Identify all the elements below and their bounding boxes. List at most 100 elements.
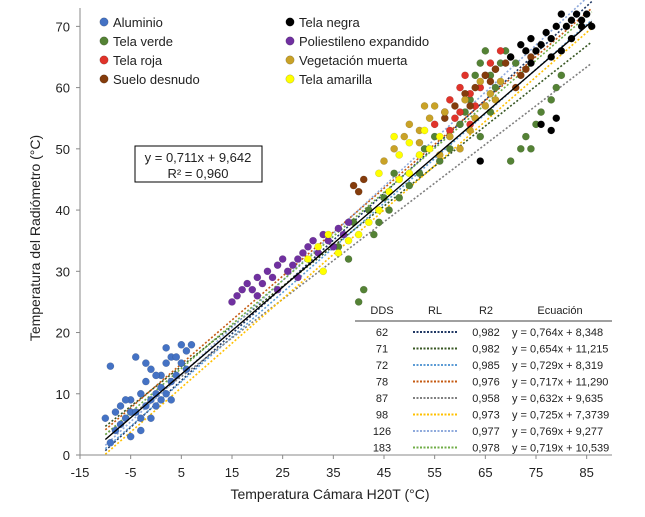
data-point — [142, 402, 150, 410]
data-point — [456, 83, 464, 92]
legend-label: Vegetación muerta — [299, 53, 408, 68]
data-point — [557, 10, 566, 18]
data-point — [152, 371, 160, 380]
legend-marker — [285, 17, 295, 27]
fit-table-r2: 0,985 — [472, 360, 500, 372]
fit-table-dds: 98 — [376, 410, 388, 422]
data-point — [147, 414, 155, 423]
fit-table-r2: 0,982 — [472, 327, 500, 339]
fit-line-dds-183 — [104, 11, 593, 436]
data-point — [486, 77, 495, 86]
data-point — [532, 47, 540, 55]
data-point — [415, 151, 424, 159]
data-point — [101, 414, 110, 423]
data-point — [552, 114, 561, 123]
legend-marker — [285, 55, 295, 65]
fit-table-dds: 71 — [376, 344, 388, 356]
data-point — [162, 389, 170, 398]
data-point — [263, 267, 272, 276]
data-point — [375, 218, 383, 227]
legend-label: Tela roja — [113, 53, 163, 68]
data-point — [517, 71, 525, 80]
data-point — [319, 267, 328, 276]
data-point — [136, 426, 145, 435]
data-point — [522, 132, 530, 141]
data-point — [375, 206, 383, 214]
data-point — [572, 10, 581, 18]
fit-table-dds: 62 — [376, 327, 388, 339]
data-point — [395, 175, 404, 184]
y-tick-label: 10 — [56, 387, 70, 402]
data-point — [344, 218, 353, 227]
data-point — [476, 59, 485, 67]
data-point — [420, 102, 429, 110]
data-point — [354, 298, 363, 306]
data-point — [430, 120, 439, 129]
series-tela-roja — [430, 47, 505, 135]
fit-table-equation: y = 0,717x + 11,290 — [512, 377, 608, 389]
data-point — [481, 71, 490, 80]
data-point — [552, 83, 561, 92]
axes: -15 -5 5 15 25 35 45 55 65 75 85 0 10 20 30 40 50 60 70 — [56, 8, 612, 480]
data-point — [425, 114, 434, 123]
data-point — [126, 432, 135, 441]
y-tick-label: 60 — [56, 81, 70, 96]
fit-table-dds: 72 — [376, 360, 388, 372]
data-point — [476, 157, 485, 165]
data-point — [177, 340, 186, 349]
data-point — [106, 362, 115, 371]
data-point — [248, 285, 257, 294]
data-point — [511, 59, 520, 67]
data-point — [506, 53, 515, 61]
data-point — [390, 132, 398, 141]
data-point — [486, 108, 495, 116]
x-tick-label: 45 — [377, 465, 391, 480]
data-point — [542, 28, 550, 37]
x-tick-label: 15 — [225, 465, 239, 480]
data-point — [557, 71, 566, 80]
data-point — [162, 359, 170, 367]
data-point — [400, 132, 409, 141]
data-point — [375, 169, 383, 178]
data-point — [446, 96, 454, 104]
legend-marker — [99, 55, 109, 65]
legend-marker — [99, 36, 109, 46]
data-point — [451, 114, 459, 123]
data-point — [562, 22, 571, 31]
fit-table-equation: y = 0,729x + 8,319 — [512, 360, 603, 372]
data-point — [567, 16, 576, 25]
y-tick-label: 0 — [63, 448, 70, 463]
x-tick-label: -15 — [71, 465, 90, 480]
data-point — [466, 102, 474, 110]
data-point — [390, 169, 398, 178]
x-tick-label: 85 — [579, 465, 593, 480]
series-vegetación-muerta — [380, 77, 505, 165]
data-point — [354, 230, 363, 239]
data-point — [304, 243, 312, 251]
fit-table-equation: y = 0,632x + 9,635 — [512, 393, 603, 405]
data-point — [380, 157, 388, 165]
data-point — [253, 291, 262, 300]
data-point — [471, 71, 480, 80]
data-point — [121, 396, 130, 404]
data-point — [349, 181, 358, 190]
data-point — [415, 138, 424, 147]
legend-marker — [99, 74, 109, 84]
x-tick-label: -5 — [125, 465, 137, 480]
legend-label: Poliestileno expandido — [299, 34, 429, 49]
data-point — [131, 408, 140, 416]
data-point — [451, 102, 459, 110]
data-point — [481, 102, 490, 110]
series-suelo-desnudo — [349, 53, 535, 196]
fit-table-header: R2 — [479, 305, 493, 317]
data-point — [430, 102, 439, 110]
data-point — [136, 414, 145, 423]
data-point — [420, 126, 429, 135]
data-point — [405, 138, 414, 147]
data-point — [435, 132, 444, 141]
fit-table-dds: 87 — [376, 393, 388, 405]
fit-table-header: Ecuación — [537, 305, 582, 317]
data-point — [304, 255, 312, 263]
legend: Aluminio Tela negra Tela verde Poliestileno… — [99, 15, 429, 87]
